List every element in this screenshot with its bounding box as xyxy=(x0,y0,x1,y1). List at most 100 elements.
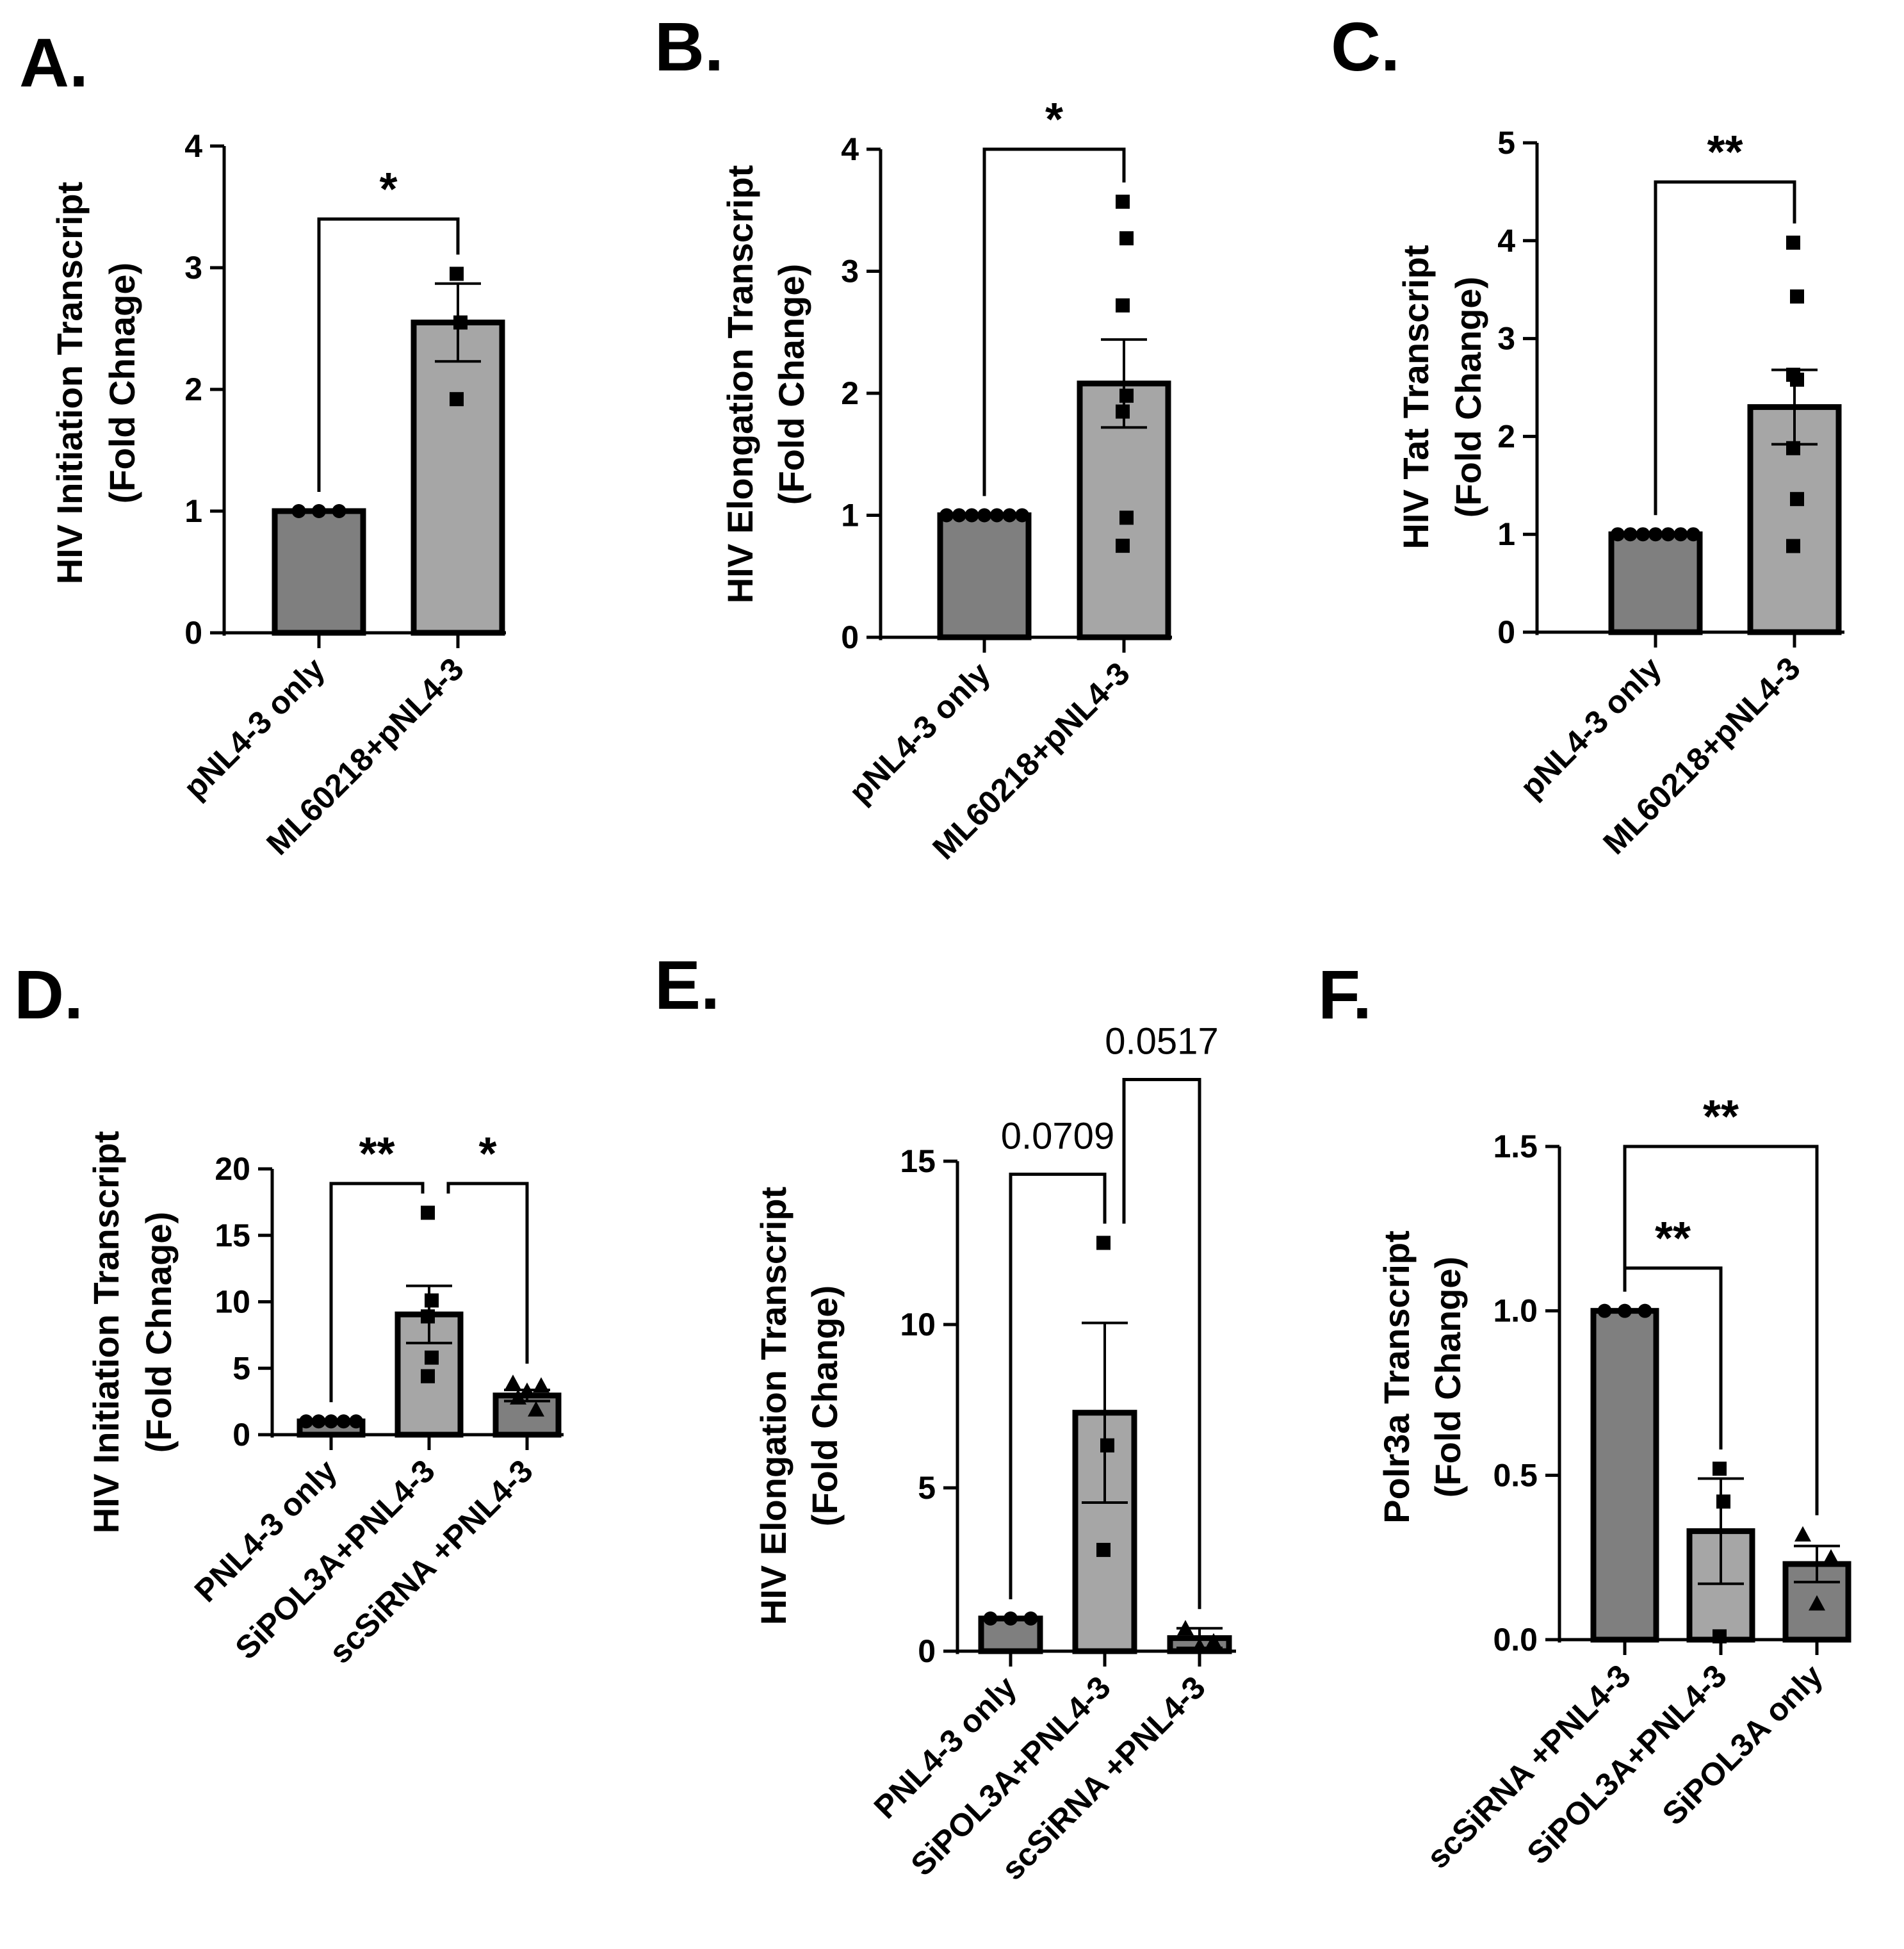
y-tick-label: 1.5 xyxy=(1493,1129,1538,1164)
data-point xyxy=(1713,1629,1727,1643)
significance-bracket xyxy=(982,147,1126,496)
y-axis-label: HIV Elongation Transcript xyxy=(753,1187,793,1626)
data-point xyxy=(1116,539,1130,553)
data-point xyxy=(421,1309,435,1324)
panel-label: F. xyxy=(1318,956,1372,1033)
x-tick-label: pNL4-3 only xyxy=(1513,650,1668,805)
data-point xyxy=(1786,441,1800,455)
y-tick-label: 0 xyxy=(232,1417,250,1453)
y-tick-label: 10 xyxy=(215,1284,250,1320)
data-point xyxy=(1002,508,1017,523)
data-point xyxy=(940,508,954,523)
data-point xyxy=(989,508,1004,523)
data-point xyxy=(450,392,464,407)
y-tick-label: 3 xyxy=(1497,321,1515,357)
data-point xyxy=(1618,1303,1632,1318)
y-tick-label: 2 xyxy=(1497,418,1515,454)
data-point xyxy=(1716,1494,1730,1509)
y-tick-label: 15 xyxy=(215,1218,250,1253)
data-point xyxy=(1119,510,1134,525)
y-tick-label: 0 xyxy=(918,1633,936,1669)
data-point xyxy=(1673,527,1688,542)
y-tick-label: 3 xyxy=(841,254,859,289)
data-point xyxy=(1096,1235,1111,1250)
y-axis-label: (Fold Chnage) xyxy=(102,263,142,503)
data-point xyxy=(1015,508,1029,523)
significance-label: 0.0517 xyxy=(1105,1021,1218,1063)
data-point xyxy=(1116,298,1130,313)
data-point xyxy=(1597,1303,1612,1318)
chart-panel-b: B. HIV Elongation Transcript (Fold Change)… xyxy=(655,8,1172,867)
significance-label: * xyxy=(379,164,397,215)
data-point xyxy=(1004,1611,1018,1626)
significance-bracket xyxy=(1122,1078,1201,1610)
y-tick-label: 0 xyxy=(841,619,859,655)
data-point xyxy=(425,1293,439,1308)
chart-panel-d: D. HIV Initiation Transcript (Fold Chnage)… xyxy=(14,956,564,1670)
data-point xyxy=(1638,1303,1652,1318)
significance-label: * xyxy=(1045,94,1063,145)
data-point xyxy=(1119,231,1134,246)
y-axis-label: HIV Initiation Transcript xyxy=(86,1131,126,1534)
data-point xyxy=(1119,388,1134,403)
data-point xyxy=(1100,1438,1114,1453)
y-tick-label: 5 xyxy=(232,1350,250,1386)
data-point xyxy=(1794,1526,1811,1542)
data-point xyxy=(425,1350,439,1365)
significance-label: ** xyxy=(1703,1091,1739,1143)
data-point xyxy=(1191,1638,1208,1654)
data-point xyxy=(1809,1595,1825,1611)
data-point xyxy=(336,1414,351,1429)
y-tick-label: 2 xyxy=(841,375,859,411)
data-point xyxy=(450,266,464,281)
significance-bracket xyxy=(446,1182,529,1364)
data-point xyxy=(311,1414,326,1429)
y-tick-label: 1 xyxy=(184,493,202,529)
y-tick-label: 3 xyxy=(184,250,202,286)
data-point xyxy=(453,315,468,330)
chart-panel-e: E. HIV Elongation Transcript (Fold Change)… xyxy=(655,946,1236,1887)
significance-label: 0.0709 xyxy=(1001,1115,1114,1157)
data-point xyxy=(964,508,979,523)
significance-bracket xyxy=(1654,180,1796,516)
y-axis-label: Polr3a Transcript xyxy=(1376,1230,1417,1524)
data-point xyxy=(1205,1633,1222,1649)
data-point xyxy=(1790,372,1804,387)
data-point xyxy=(983,1611,998,1626)
bar xyxy=(1590,1308,1659,1643)
data-point xyxy=(1096,1542,1111,1557)
y-axis-label: (Fold Change) xyxy=(1428,1257,1468,1497)
y-tick-label: 5 xyxy=(1497,125,1515,161)
y-tick-label: 5 xyxy=(918,1470,936,1506)
y-tick-label: 1 xyxy=(1497,516,1515,552)
chart-panel-c: C. HIV Tat Transcript (Fold Change) 0 1 2 3 4 5 p… xyxy=(1331,8,1844,861)
panel-label: C. xyxy=(1331,8,1400,85)
x-tick-label: pNL4-3 only xyxy=(177,651,332,806)
y-tick-label: 0.0 xyxy=(1493,1622,1538,1658)
y-tick-label: 2 xyxy=(184,371,202,407)
y-axis-label: (Fold Chnage) xyxy=(138,1212,179,1453)
significance-bracket xyxy=(317,217,460,492)
bar xyxy=(411,320,505,636)
significance-bracket xyxy=(1623,1145,1819,1515)
data-point xyxy=(1686,527,1700,542)
y-tick-label: 4 xyxy=(841,131,859,167)
x-tick-label: pNL4-3 only xyxy=(842,655,997,810)
data-point xyxy=(1823,1549,1839,1565)
data-point xyxy=(1636,527,1650,542)
data-point xyxy=(1623,527,1638,542)
significance-bracket xyxy=(1623,1266,1723,1450)
data-point xyxy=(1713,1462,1727,1476)
chart-panel-a: A. HIV Initiation Transcript (Fold Chnage)… xyxy=(19,24,506,862)
data-point xyxy=(1790,492,1804,507)
panel-label: B. xyxy=(655,8,724,85)
y-axis-label: (Fold Change) xyxy=(1448,277,1488,518)
data-point xyxy=(299,1414,313,1429)
data-point xyxy=(349,1414,363,1429)
significance-bracket xyxy=(1009,1172,1107,1599)
bar xyxy=(272,508,366,636)
data-point xyxy=(1023,1611,1038,1626)
significance-label: ** xyxy=(1707,127,1743,178)
data-point xyxy=(1116,404,1130,419)
panel-label: D. xyxy=(14,956,83,1033)
